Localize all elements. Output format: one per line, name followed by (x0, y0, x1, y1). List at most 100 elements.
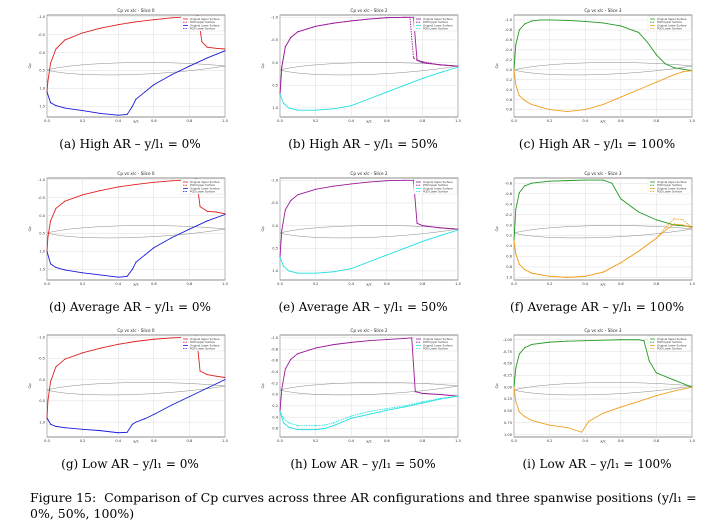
legend-label: Original Lower Surface (657, 186, 687, 190)
airfoil-upper-profile (279, 382, 459, 391)
airfoil-upper-profile (46, 382, 226, 391)
upper-surface-series-point (153, 338, 155, 340)
upper-surface-series-point (206, 210, 208, 212)
lower-surface-series-point (323, 427, 326, 430)
upper-surface-series-point (315, 347, 317, 349)
pod-lower-surface-series-point (584, 275, 586, 277)
chart-panel: 0.0 0.2 0.4 0.6 0.8 1.0 -1.0 -0.5 0.0 0.5 1.0 Cp vs… (258, 5, 468, 151)
legend-label: POD Upper Surface (423, 20, 448, 24)
chart-panel: 0.0 0.2 0.4 0.6 0.8 1.0 -1.0 -0.8 -0.6 -0.4 -0.2 0.… (258, 325, 468, 471)
legend-label: POD Lower Surface (657, 347, 682, 351)
y-axis-label: Cp (260, 383, 265, 389)
x-tick-label: 0.0 (44, 439, 50, 443)
y-tick-label: -0.4 (505, 202, 513, 206)
lower-surface-series-point (439, 235, 441, 237)
pod-upper-surface-series (279, 16, 459, 95)
upper-surface-series-point (99, 347, 101, 349)
lower-surface-series-point (283, 102, 285, 104)
chart-panel: 0.0 0.2 0.4 0.6 0.8 1.0 -0.8 -0.6 -0.4 -0.2 0.0 0.2… (492, 168, 702, 314)
upper-surface-series-point (412, 179, 415, 181)
x-tick-label: 0.2 (80, 439, 86, 443)
upper-surface-series-point (55, 48, 57, 50)
legend-label: POD Lower Surface (657, 190, 682, 194)
upper-surface-series-point (584, 179, 586, 181)
lower-surface-series-point (171, 74, 173, 76)
lower-surface-series-point (288, 107, 290, 109)
x-axis-label: x/c (600, 282, 606, 287)
y-tick-label: 1.5 (39, 104, 45, 108)
x-tick-label: 1.0 (222, 119, 228, 123)
plot-frame (279, 334, 459, 438)
x-tick-label: 0.2 (547, 439, 553, 443)
x-tick-label: 0.0 (44, 282, 50, 286)
upper-surface-series-point (332, 185, 334, 187)
lower-surface-series-point (457, 66, 459, 68)
lower-surface-series-point (135, 421, 137, 423)
upper-surface-series-point (691, 226, 693, 228)
lower-surface-series-point (549, 424, 551, 426)
airfoil-upper-profile (513, 62, 693, 71)
x-tick-label: 0.2 (80, 119, 86, 123)
upper-surface-series-point (416, 222, 418, 224)
upper-surface-series-point (620, 198, 622, 200)
y-tick-label: 1.5 (39, 267, 45, 271)
y-tick-label: -1.0 (38, 335, 46, 339)
upper-surface-series-point (199, 370, 201, 372)
y-tick-label: 0.5 (39, 399, 45, 403)
pod-lower-surface-series (279, 395, 459, 427)
legend-label: POD Lower Surface (190, 27, 215, 31)
lower-surface-series-point (664, 229, 666, 231)
upper-surface-series-point (117, 24, 119, 26)
airfoil-lower-profile (46, 65, 226, 76)
upper-surface-series-point (655, 54, 657, 56)
x-tick-label: 1.0 (222, 282, 228, 286)
legend-label: Original Lower Surface (190, 343, 220, 347)
x-tick-label: 0.2 (313, 282, 319, 286)
lower-surface-series-point (117, 432, 119, 434)
lower-surface-series-point (566, 110, 568, 113)
lower-surface-series-point (131, 423, 133, 425)
subfigure-caption: (g) Low AR – y/l₁ = 0% (61, 457, 199, 471)
y-axis-label: Cp (27, 226, 32, 232)
x-tick-label: 0.2 (313, 439, 319, 443)
upper-surface-series-point (368, 181, 370, 183)
upper-surface-series-point (457, 228, 459, 230)
y-tick-label: -0.5 (271, 201, 278, 205)
lower-surface-series-point (82, 110, 84, 112)
upper-surface-series-point (224, 376, 226, 379)
upper-surface-series-point (611, 182, 613, 184)
x-axis-label: x/c (366, 282, 372, 287)
upper-surface-series (513, 339, 693, 388)
upper-surface-series-point (414, 391, 416, 393)
upper-surface-series-point (646, 41, 649, 43)
x-tick-label: 1.0 (689, 119, 695, 123)
legend-label: Original Upper Surface (423, 17, 453, 21)
lower-surface-series-point (46, 250, 48, 252)
lower-surface-series-point (279, 93, 281, 95)
upper-surface-series-point (153, 181, 155, 183)
lower-surface-series-point (404, 406, 406, 408)
lower-surface-series-point (224, 213, 226, 216)
upper-surface-series-point (284, 209, 286, 211)
lower-surface-series-point (682, 71, 684, 73)
subfigure-caption: (d) Average AR – y/l₁ = 0% (49, 300, 211, 314)
x-tick-label: 0.4 (348, 282, 354, 286)
x-tick-label: 0.8 (187, 282, 193, 286)
upper-surface-series-point (549, 19, 551, 21)
lower-surface-series-point (82, 272, 84, 274)
legend-label: Original Upper Surface (657, 337, 687, 341)
lower-surface-series-point (584, 108, 586, 111)
upper-surface-series-point (655, 219, 657, 221)
x-tick-label: 0.8 (420, 119, 426, 123)
y-tick-label: 1.0 (506, 276, 512, 280)
y-tick-label: 0.8 (506, 108, 512, 112)
lower-surface-series-point (126, 275, 128, 277)
lower-surface-series-point (153, 84, 155, 86)
pod-lower-surface-series-point (404, 405, 406, 407)
y-tick-label: 0.4 (506, 88, 512, 92)
y-tick-label: -0.5 (38, 357, 45, 361)
upper-surface-series-point (55, 207, 57, 209)
y-tick-label: 0.2 (506, 234, 512, 238)
lower-surface-series-point (55, 266, 57, 269)
lower-surface-series-point (581, 431, 583, 433)
